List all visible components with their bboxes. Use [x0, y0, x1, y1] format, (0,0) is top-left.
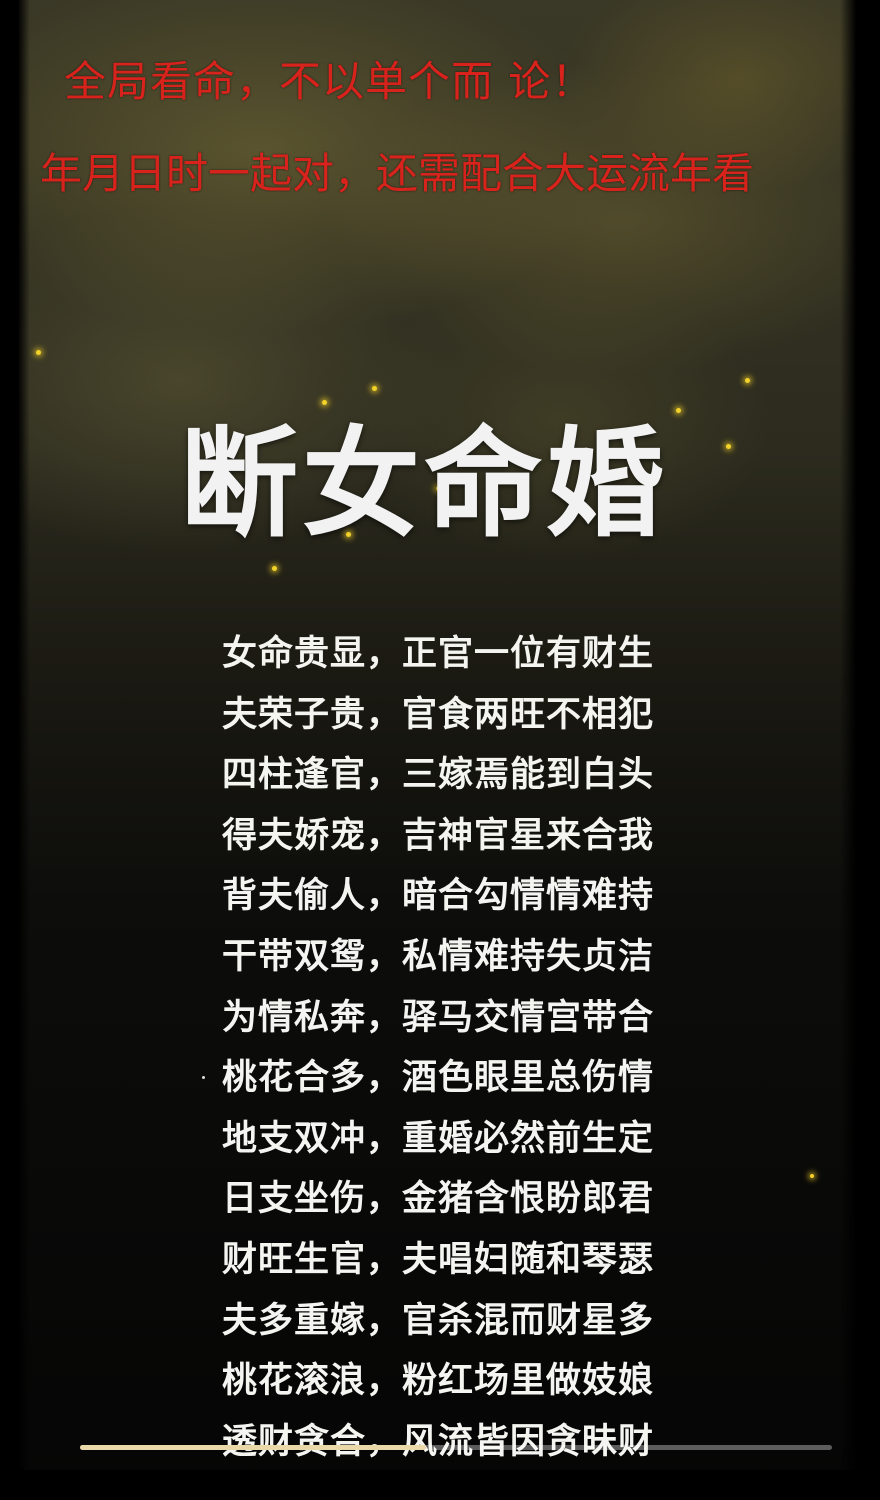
verse-line: 四柱逢官，三嫁焉能到白头	[222, 755, 655, 796]
sparkle-dot	[810, 1174, 814, 1178]
sparkle-dot	[372, 386, 377, 391]
left-letterbox	[0, 0, 30, 1500]
header-line-2: 年月日时一起对，还需配合大运流年看	[40, 149, 755, 198]
sparkle-dot	[36, 350, 41, 355]
header-line-1: 全局看命，不以单个而 论！	[64, 57, 595, 106]
verse-line: 干带双鸳，私情难持失贞洁	[222, 936, 655, 977]
verse-line: 得夫娇宠，吉神官星来合我	[222, 815, 655, 856]
sparkle-dot	[726, 444, 731, 449]
verse-line: 财旺生官，夫唱妇随和琴瑟	[222, 1239, 655, 1280]
verse-line: 地支双冲，重婚必然前生定	[222, 1118, 655, 1159]
video-progress-bar[interactable]	[80, 1445, 832, 1450]
verse-line: 夫多重嫁，官杀混而财星多	[222, 1300, 655, 1341]
sparkle-dot	[272, 566, 277, 571]
sparkle-dot	[322, 400, 327, 405]
bottom-letterbox	[0, 1470, 880, 1500]
verse-line: 背夫偷人，暗合勾情情难持	[222, 876, 655, 917]
verse-line: 日支坐伤，金猪含恨盼郎君	[222, 1179, 655, 1220]
right-letterbox	[840, 0, 880, 1500]
sparkle-dot	[346, 532, 351, 537]
sparkle-dot	[745, 378, 750, 383]
verse-line: 女命贵显，正官一位有财生	[222, 634, 655, 674]
video-progress-fill	[80, 1445, 426, 1450]
sparkle-dot	[676, 408, 681, 413]
verse-line: 桃花滚浪，粉红场里做妓娘	[222, 1361, 655, 1402]
sparkle-dot	[202, 1076, 205, 1079]
verse-list: 女命贵显，正官一位有财生 夫荣子贵，官食两旺不相犯 四柱逢官，三嫁焉能到白头 得…	[222, 628, 692, 1476]
verse-line: 为情私奔，驿马交情宫带合	[222, 997, 655, 1038]
verse-line: 夫荣子贵，官食两旺不相犯	[222, 694, 655, 735]
sparkle-dot	[436, 486, 441, 491]
verse-line: 透财贪合，风流皆因贪昧财	[222, 1421, 655, 1462]
verse-line: 桃花合多，酒色眼里总伤情	[222, 1058, 655, 1099]
page-title: 断女命婚	[180, 415, 669, 553]
